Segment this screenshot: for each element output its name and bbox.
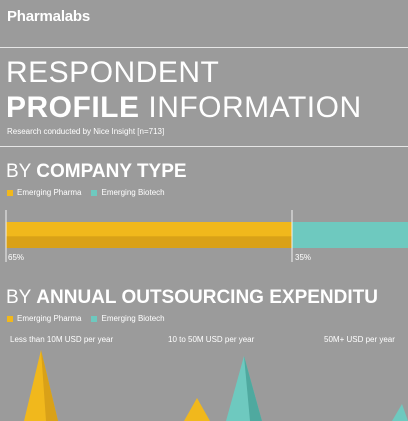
section-title-prefix: BY <box>6 161 32 182</box>
bar-emerging-pharma-shade <box>6 236 292 248</box>
legend-company-type: Emerging Pharma Emerging Biotech <box>7 188 165 197</box>
page-title-line2: PROFILE INFORMATION <box>6 93 362 123</box>
legend-expenditure: Emerging Pharma Emerging Biotech <box>7 314 165 323</box>
section-title-prefix: BY <box>6 287 32 308</box>
category-label-10-50m: 10 to 50M USD per year <box>168 335 255 344</box>
spike-biotech-10-50m-shade <box>244 356 262 421</box>
section-title-bold: COMPANY TYPE <box>36 161 187 182</box>
spike-pharma-10-50m <box>184 398 210 421</box>
legend-label-biotech: Emerging Biotech <box>101 188 165 197</box>
legend-swatch-biotech <box>91 315 98 322</box>
bar-label-pharma: 65% <box>8 253 24 262</box>
section-title-expenditure: BY ANNUAL OUTSOURCING EXPENDITU <box>6 288 378 308</box>
legend-label-pharma: Emerging Pharma <box>17 314 82 323</box>
brand-logo-text: Pharmalabs <box>7 8 91 25</box>
top-divider <box>0 47 408 48</box>
legend-label-pharma: Emerging Pharma <box>17 188 82 197</box>
legend-label-biotech: Emerging Biotech <box>101 314 165 323</box>
legend-swatch-biotech <box>91 189 98 196</box>
page-title-line1: RESPONDENT <box>6 56 220 89</box>
legend-swatch-pharma <box>7 315 13 322</box>
category-label-under-10m: Less than 10M USD per year <box>10 335 114 344</box>
spike-biotech-50m-plus <box>392 404 408 421</box>
page-subtitle: Research conducted by Nice Insight [n=71… <box>7 127 165 136</box>
bar-label-biotech: 35% <box>295 253 311 262</box>
legend-swatch-pharma <box>7 189 13 196</box>
spike-pharma-under-10m-shade <box>41 350 58 421</box>
section-title-company-type: BY COMPANY TYPE <box>6 162 187 182</box>
section-title-bold: ANNUAL OUTSOURCING EXPENDITU <box>36 287 378 308</box>
bar-emerging-biotech <box>292 222 408 248</box>
section-divider <box>0 146 408 147</box>
page-title-bold: PROFILE <box>6 91 140 124</box>
category-label-50m-plus: 50M+ USD per year <box>324 335 395 344</box>
page-title-rest: INFORMATION <box>148 91 362 124</box>
